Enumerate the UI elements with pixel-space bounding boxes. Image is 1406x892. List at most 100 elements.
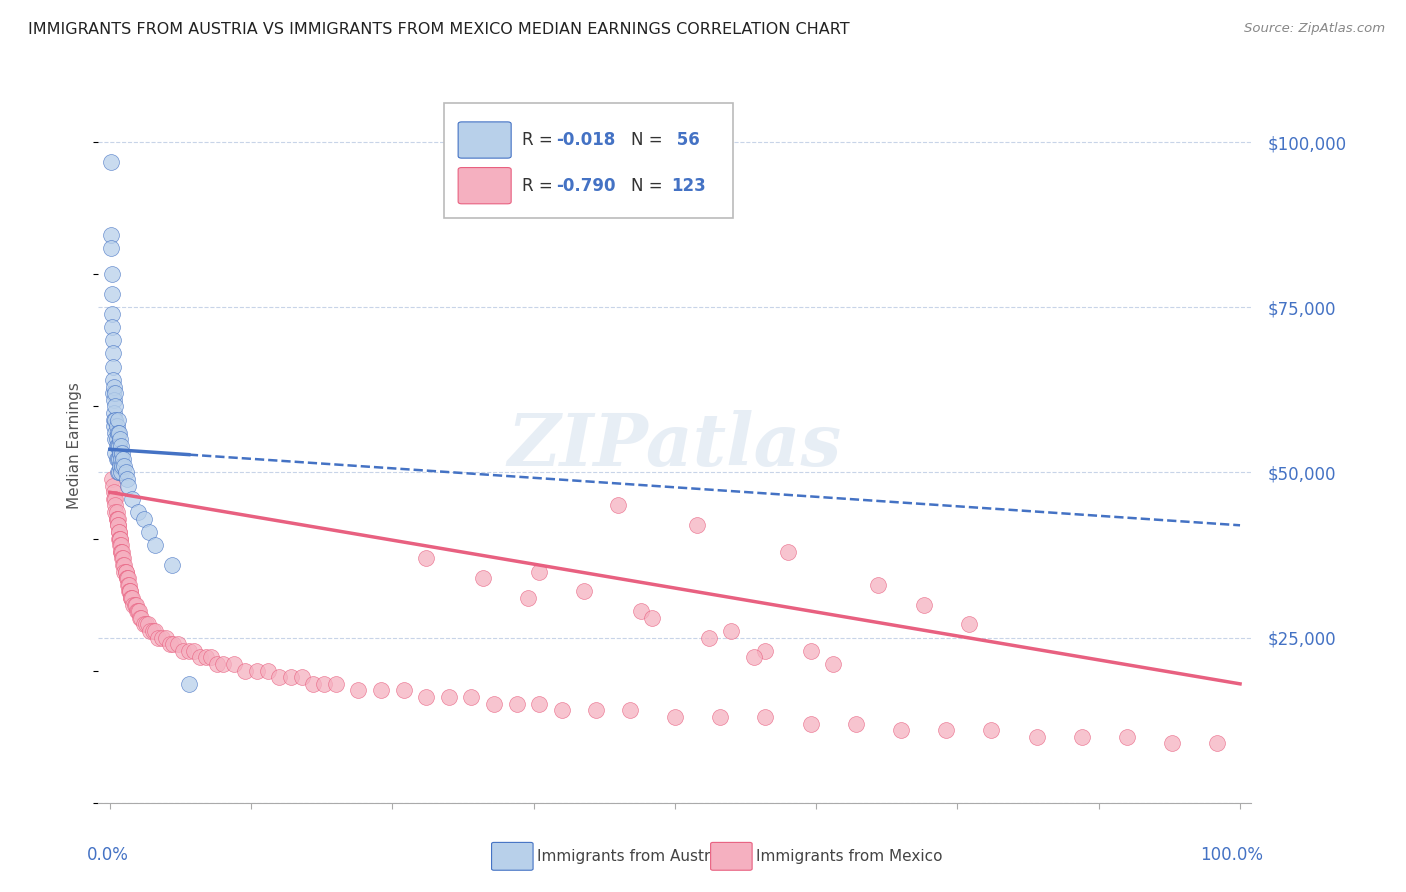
Point: [115, 571, 138, 585]
Point: [460, 690, 482, 704]
Point: [107, 425, 129, 440]
Point: [127, 505, 149, 519]
Point: [110, 545, 132, 559]
Point: [104, 445, 127, 459]
Point: [314, 677, 336, 691]
Point: [104, 400, 127, 414]
Point: [222, 657, 245, 671]
Point: [574, 584, 596, 599]
Point: [128, 604, 150, 618]
Point: [117, 478, 139, 492]
Point: [136, 617, 159, 632]
Point: [205, 657, 228, 671]
Text: R =: R =: [522, 177, 558, 194]
Point: [121, 491, 143, 506]
Point: [664, 710, 686, 724]
Point: [107, 466, 129, 480]
Point: [120, 584, 142, 599]
Point: [325, 677, 347, 691]
Point: [104, 386, 127, 401]
Point: [107, 511, 129, 525]
Point: [120, 591, 142, 605]
Point: [257, 664, 280, 678]
Point: [101, 373, 124, 387]
Y-axis label: Median Earnings: Median Earnings: [67, 383, 83, 509]
Point: [107, 452, 129, 467]
Point: [108, 445, 131, 459]
Point: [188, 650, 211, 665]
Point: [108, 532, 131, 546]
Point: [104, 412, 127, 426]
Point: [162, 637, 184, 651]
Point: [742, 650, 765, 665]
Point: [1070, 730, 1092, 744]
Point: [105, 433, 128, 447]
Text: Immigrants from Austria: Immigrants from Austria: [537, 849, 724, 863]
Point: [709, 710, 731, 724]
Point: [641, 611, 664, 625]
Point: [246, 664, 269, 678]
Point: [107, 425, 129, 440]
Point: [118, 578, 141, 592]
Point: [104, 491, 127, 506]
Point: [630, 604, 652, 618]
Text: Source: ZipAtlas.com: Source: ZipAtlas.com: [1244, 22, 1385, 36]
Point: [112, 551, 135, 566]
Point: [101, 307, 124, 321]
Text: ZIPatlas: ZIPatlas: [508, 410, 842, 482]
Point: [101, 478, 124, 492]
Point: [269, 670, 291, 684]
Text: Immigrants from Mexico: Immigrants from Mexico: [755, 849, 942, 863]
Point: [107, 518, 129, 533]
Point: [280, 670, 302, 684]
Point: [347, 683, 370, 698]
Point: [754, 710, 776, 724]
Point: [291, 670, 314, 684]
Text: -0.018: -0.018: [557, 131, 616, 149]
Point: [107, 524, 129, 539]
Point: [107, 412, 129, 426]
Point: [845, 716, 868, 731]
Point: [110, 538, 132, 552]
FancyBboxPatch shape: [458, 122, 512, 158]
Point: [105, 505, 128, 519]
Text: IMMIGRANTS FROM AUSTRIA VS IMMIGRANTS FROM MEXICO MEDIAN EARNINGS CORRELATION CH: IMMIGRANTS FROM AUSTRIA VS IMMIGRANTS FR…: [28, 22, 849, 37]
Point: [166, 637, 188, 651]
Point: [107, 452, 129, 467]
Point: [112, 565, 135, 579]
Text: R =: R =: [522, 131, 558, 149]
Point: [111, 445, 134, 459]
Point: [108, 532, 131, 546]
Point: [125, 604, 148, 618]
Point: [103, 379, 125, 393]
Point: [200, 650, 222, 665]
Point: [159, 637, 181, 651]
Point: [129, 611, 152, 625]
Point: [148, 631, 170, 645]
Point: [101, 359, 124, 374]
Point: [107, 518, 129, 533]
Point: [100, 241, 122, 255]
Point: [120, 584, 142, 599]
Point: [104, 505, 127, 519]
Point: [112, 558, 135, 572]
Point: [120, 591, 142, 605]
Point: [183, 644, 205, 658]
Text: N =: N =: [631, 131, 668, 149]
Point: [100, 227, 122, 242]
Point: [415, 551, 437, 566]
Point: [235, 664, 257, 678]
Point: [111, 551, 134, 566]
Point: [1025, 730, 1047, 744]
Point: [110, 439, 132, 453]
Point: [150, 631, 173, 645]
Point: [302, 677, 325, 691]
Point: [108, 433, 131, 447]
Point: [135, 617, 157, 632]
Point: [124, 598, 146, 612]
Point: [115, 571, 138, 585]
Point: [868, 578, 890, 592]
Point: [101, 267, 124, 281]
Point: [505, 697, 527, 711]
Point: [529, 565, 551, 579]
